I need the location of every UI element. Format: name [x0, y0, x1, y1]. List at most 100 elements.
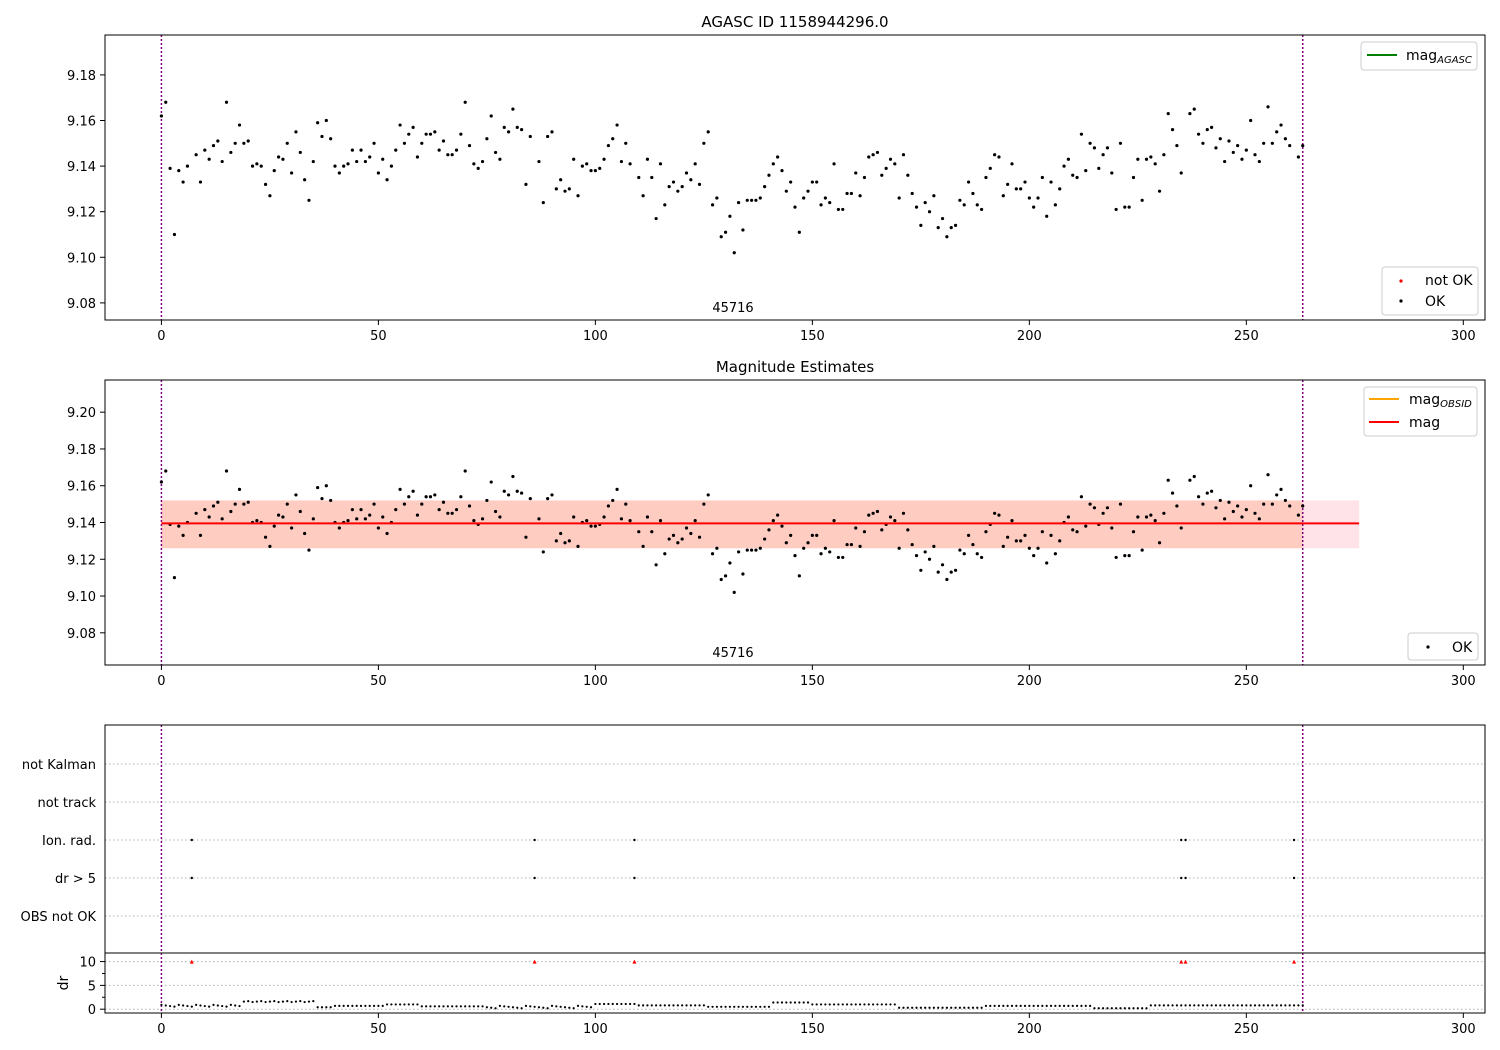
- panel2-point: [815, 533, 819, 537]
- panel2-xtick-label: 50: [370, 674, 387, 689]
- panel1-point: [654, 216, 658, 221]
- panel1-point: [459, 132, 463, 136]
- dr-point: [585, 1005, 588, 1008]
- dr-point: [481, 1005, 484, 1008]
- dr-point: [550, 1004, 554, 1007]
- panel2-point: [758, 546, 762, 550]
- panel1-point: [441, 139, 446, 143]
- panel2-point: [346, 519, 350, 523]
- panel4-xtick-label: 0: [157, 1022, 165, 1037]
- dr-point: [429, 1005, 432, 1008]
- panel1-point: [255, 162, 259, 166]
- panel1-ytick-label: 9.10: [67, 251, 96, 266]
- dr-point: [1006, 1004, 1009, 1007]
- panel1-point: [524, 182, 528, 186]
- panel2-point: [402, 502, 407, 506]
- panel1-point: [1101, 153, 1105, 157]
- dr-point: [872, 1003, 875, 1006]
- panel2-point: [1058, 539, 1062, 543]
- panel2-point: [602, 515, 606, 519]
- panel2-point: [1066, 515, 1070, 519]
- dr-point: [208, 1005, 211, 1008]
- panel1-point: [1127, 205, 1131, 209]
- panel1-point: [1053, 203, 1057, 207]
- panel1-point: [424, 132, 428, 136]
- dr-point: [1262, 1004, 1265, 1007]
- panel2-point: [593, 524, 597, 528]
- panel2-point: [767, 528, 771, 532]
- panel1-point: [285, 141, 289, 145]
- panel2-point: [211, 504, 216, 508]
- dr-axis-label: dr: [56, 975, 72, 990]
- panel2-point: [710, 552, 715, 556]
- panel2-point: [745, 548, 749, 552]
- panel2-point: [459, 495, 463, 499]
- panel2-point: [1227, 500, 1231, 504]
- panel2-point: [216, 500, 220, 504]
- dr-point: [1071, 1004, 1074, 1007]
- dr-point: [1119, 1007, 1122, 1010]
- dr-point: [1149, 1004, 1152, 1007]
- dr-point: [902, 1006, 905, 1009]
- dr-point: [789, 1001, 792, 1004]
- flag-point: [1180, 838, 1183, 842]
- panel2-point: [1036, 546, 1040, 550]
- panel2-point: [771, 519, 775, 523]
- dr-point: [277, 1000, 280, 1004]
- flag-category-label: not track: [37, 796, 96, 811]
- panel1-point: [1170, 128, 1175, 132]
- panel2-point: [454, 508, 459, 512]
- panel2-point: [936, 570, 940, 574]
- panel1-point: [676, 189, 680, 193]
- panel2-point: [172, 576, 177, 580]
- flag-point: [1180, 876, 1183, 880]
- panel-agasc-magnitude: AGASC ID 1158944296.0 45716 0 50 100 150 200…: [67, 13, 1486, 344]
- panel2-point: [572, 515, 576, 519]
- dr-point: [359, 1004, 363, 1007]
- panel2-point: [1153, 519, 1157, 523]
- panel1-point: [1210, 125, 1214, 129]
- panel1-point: [932, 194, 936, 198]
- panel1-point: [472, 162, 476, 166]
- panel2-point: [1136, 515, 1140, 519]
- panel1-point: [971, 191, 975, 196]
- panel1-point: [719, 235, 723, 239]
- panel1-point: [1114, 207, 1118, 212]
- dr-point: [433, 1005, 436, 1008]
- panel1-xtick-label: 100: [583, 329, 608, 344]
- panel2-point: [654, 563, 658, 567]
- panel2-point: [671, 533, 676, 537]
- panel1-point: [554, 187, 558, 191]
- panel2-point: [585, 519, 589, 523]
- panel2-point: [871, 511, 875, 515]
- panel2-point: [867, 513, 871, 517]
- panel2-ytick-label: 9.08: [67, 627, 96, 642]
- flag-category-label: dr > 5: [55, 872, 96, 887]
- panel2-point: [372, 502, 376, 506]
- panel2-point: [515, 489, 519, 493]
- dr-point: [329, 1006, 332, 1009]
- panel1-point: [1201, 141, 1205, 145]
- dr-point: [993, 1004, 996, 1007]
- panel2-point: [862, 530, 867, 534]
- dr-point: [563, 1006, 567, 1009]
- panel2-xtick-label: 150: [800, 674, 825, 689]
- dr-point: [477, 1005, 480, 1008]
- panel1-ytick-label: 9.16: [67, 115, 96, 130]
- dr-point: [1232, 1004, 1235, 1007]
- dr-point: [294, 1000, 298, 1003]
- dr-point: [377, 1004, 380, 1007]
- panel2-point: [480, 517, 485, 521]
- panel1-point: [1227, 139, 1231, 143]
- panel1-ytick-label: 9.12: [67, 206, 96, 221]
- dr-point: [911, 1006, 914, 1009]
- panel2-point: [823, 546, 827, 550]
- panel2-point: [506, 493, 511, 497]
- panel1-point: [372, 141, 376, 145]
- dr-point: [451, 1005, 454, 1008]
- panel1-point: [224, 100, 229, 104]
- dr-point: [1062, 1004, 1066, 1007]
- panel1-point: [758, 196, 762, 200]
- panel2-point: [276, 513, 281, 517]
- panel2-point: [385, 531, 389, 536]
